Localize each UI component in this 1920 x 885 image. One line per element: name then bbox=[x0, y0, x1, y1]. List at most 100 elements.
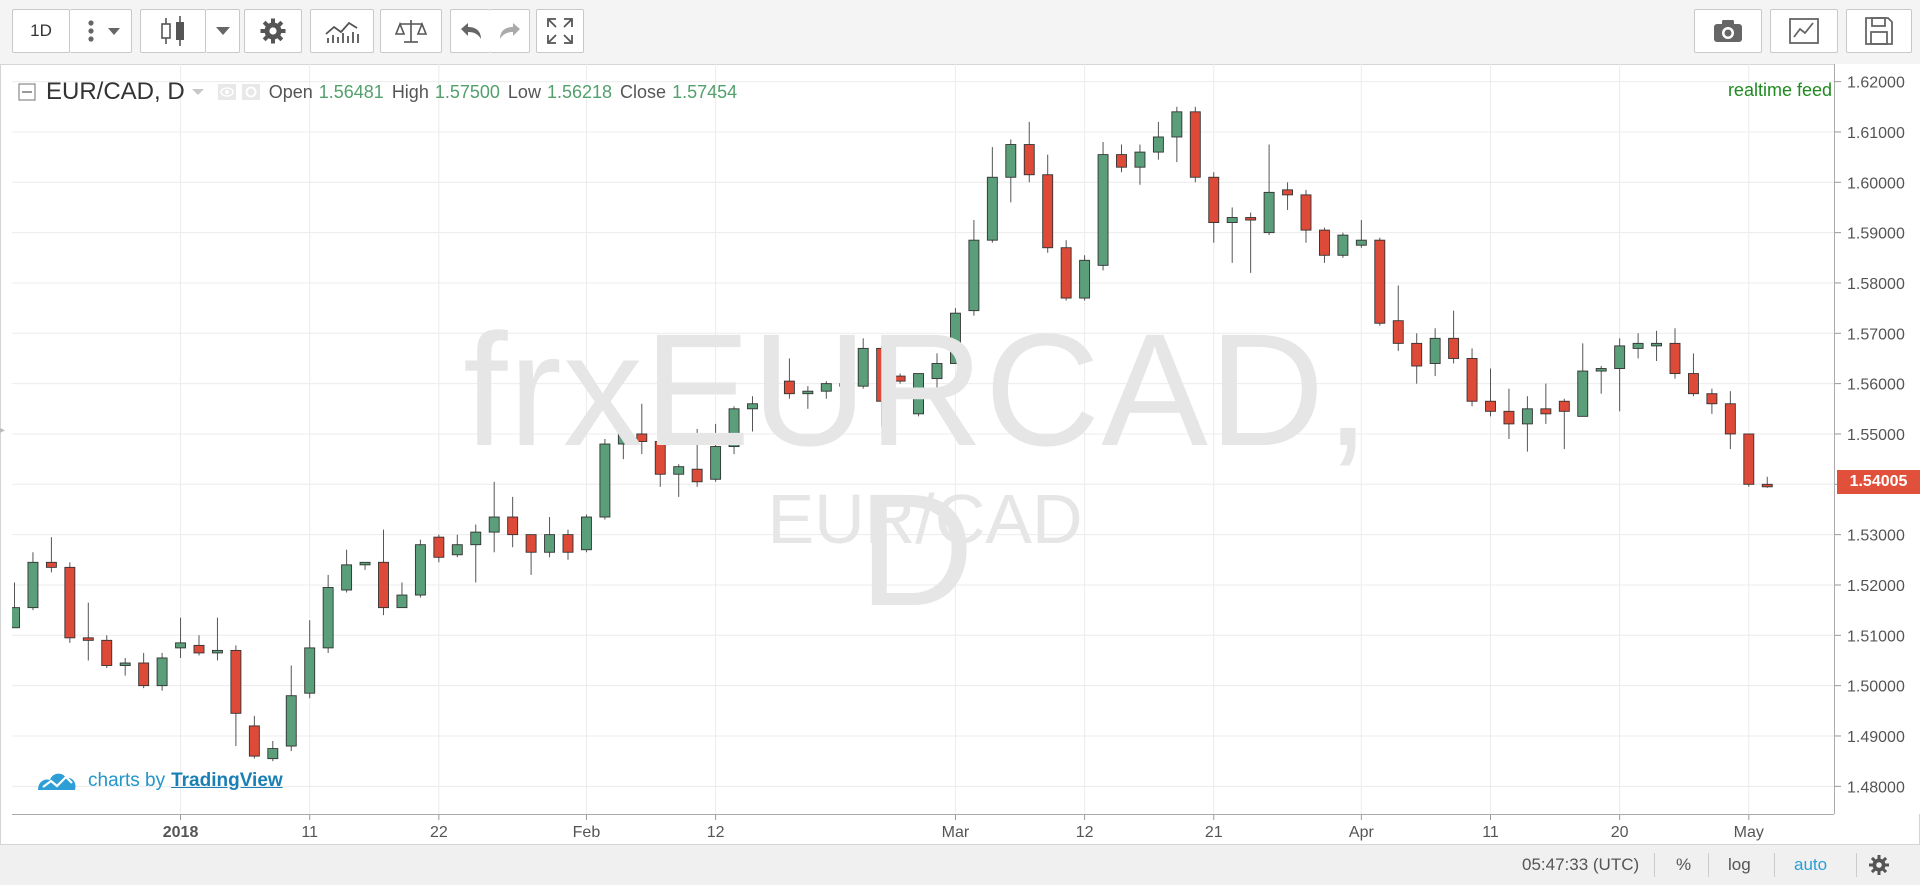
candle bbox=[1411, 333, 1423, 384]
candle-body bbox=[654, 441, 666, 475]
tradingview-logo-icon bbox=[38, 773, 76, 790]
candle bbox=[636, 403, 648, 455]
eye-icon[interactable] bbox=[217, 83, 237, 101]
candle bbox=[27, 552, 39, 611]
left-panel-handle[interactable]: ▸ bbox=[0, 425, 6, 436]
candle-body bbox=[211, 649, 223, 654]
candle bbox=[765, 360, 777, 407]
snapshot-button[interactable] bbox=[1694, 9, 1762, 53]
candle bbox=[783, 358, 795, 399]
branding-prefix: charts by bbox=[88, 770, 166, 791]
candle bbox=[1337, 232, 1349, 258]
compare-button[interactable] bbox=[380, 9, 442, 53]
candle-body bbox=[101, 639, 113, 666]
candle-body bbox=[359, 561, 371, 566]
candle-body bbox=[1614, 345, 1626, 369]
candle-body bbox=[986, 176, 998, 241]
candle-body bbox=[1724, 403, 1736, 435]
price-tick-label: 1.60000 bbox=[1847, 175, 1905, 192]
time-tick-label: Apr bbox=[1349, 824, 1375, 841]
interval-button[interactable]: 1D bbox=[12, 9, 70, 53]
candle bbox=[1060, 240, 1072, 301]
candle-body bbox=[1023, 144, 1035, 176]
indicators-button[interactable] bbox=[310, 9, 374, 53]
candlestick-chart[interactable] bbox=[12, 64, 1834, 814]
low-value: 1.56218 bbox=[546, 81, 613, 102]
collapse-legend-icon[interactable] bbox=[18, 83, 36, 101]
percent-scale-toggle[interactable]: % bbox=[1676, 855, 1692, 874]
price-tick-label: 1.53000 bbox=[1847, 528, 1905, 545]
candle-body bbox=[1521, 408, 1533, 425]
candle-body bbox=[507, 516, 519, 536]
legend-symbol[interactable]: EUR/CAD, D bbox=[46, 78, 185, 105]
chevron-down-icon[interactable] bbox=[191, 87, 205, 97]
auto-scale-toggle[interactable]: auto bbox=[1794, 855, 1828, 874]
candle-body bbox=[1208, 176, 1220, 224]
candle bbox=[1651, 330, 1663, 361]
price-tick-label: 1.52000 bbox=[1847, 578, 1905, 595]
candle-body bbox=[1042, 174, 1054, 249]
interval-menu-button[interactable] bbox=[70, 9, 132, 53]
settings-button[interactable] bbox=[244, 9, 302, 53]
redo-button[interactable] bbox=[490, 9, 530, 53]
candle-body bbox=[1374, 239, 1386, 324]
candle-body bbox=[1485, 400, 1496, 412]
candle-body bbox=[1466, 358, 1478, 402]
candle bbox=[1595, 366, 1607, 394]
candle-body bbox=[1189, 111, 1201, 178]
candle bbox=[728, 406, 740, 455]
candle bbox=[488, 481, 500, 553]
candle-body bbox=[193, 644, 205, 654]
candle-body bbox=[488, 516, 500, 533]
candle bbox=[1429, 328, 1441, 377]
candle bbox=[1097, 142, 1109, 271]
candle bbox=[1577, 343, 1589, 417]
open-value: 1.56481 bbox=[318, 81, 384, 102]
gear-icon[interactable] bbox=[241, 83, 261, 101]
candle bbox=[968, 220, 980, 316]
candle-body bbox=[1558, 400, 1570, 412]
candle-body bbox=[544, 534, 555, 553]
chart-pane[interactable] bbox=[12, 64, 1834, 814]
high-label: High bbox=[391, 81, 429, 102]
tradingview-link[interactable]: TradingView bbox=[171, 770, 283, 791]
candle-body bbox=[414, 544, 426, 596]
price-axis[interactable]: 1.62000 1.61000 1.60000 1.59000 1.58000 1.570… bbox=[1834, 64, 1920, 814]
chart-style-button[interactable] bbox=[140, 9, 206, 53]
fullscreen-button[interactable] bbox=[536, 9, 584, 53]
candle bbox=[673, 464, 685, 497]
gear-icon[interactable] bbox=[1868, 854, 1890, 876]
candle-body bbox=[1687, 373, 1699, 395]
more-vertical-icon bbox=[87, 20, 120, 42]
candle-body bbox=[1226, 217, 1238, 224]
candle-body bbox=[1540, 408, 1552, 415]
save-button[interactable] bbox=[1846, 9, 1912, 53]
candle bbox=[1079, 255, 1091, 301]
candle bbox=[1355, 220, 1367, 248]
chart-properties-button[interactable] bbox=[1770, 9, 1838, 53]
candle-body bbox=[820, 383, 832, 392]
candle-body bbox=[968, 239, 980, 312]
candle-body bbox=[378, 561, 389, 609]
candle-body bbox=[1706, 393, 1718, 405]
time-tick-label: 22 bbox=[430, 824, 448, 841]
time-tick-label: 12 bbox=[707, 824, 725, 841]
symbol-description-watermark: EUR/CAD bbox=[767, 480, 1083, 558]
candle-body bbox=[913, 373, 924, 415]
candle bbox=[839, 378, 851, 389]
candle-body bbox=[1337, 234, 1349, 256]
candle bbox=[1724, 391, 1736, 450]
chart-style-menu-button[interactable] bbox=[206, 9, 240, 53]
candle bbox=[1632, 333, 1644, 359]
log-scale-toggle[interactable]: log bbox=[1728, 855, 1751, 874]
time-axis[interactable]: 2018 11 22 Feb 12 Mar 12 21 Apr 11 20 May bbox=[12, 814, 1834, 845]
candle bbox=[1521, 396, 1533, 452]
candle-body bbox=[1632, 342, 1644, 349]
candle bbox=[507, 496, 519, 548]
candle bbox=[986, 147, 998, 243]
candle bbox=[248, 715, 260, 759]
candle-body bbox=[710, 446, 722, 480]
candle bbox=[119, 657, 131, 676]
undo-button[interactable] bbox=[450, 9, 490, 53]
candle-body bbox=[12, 607, 20, 629]
